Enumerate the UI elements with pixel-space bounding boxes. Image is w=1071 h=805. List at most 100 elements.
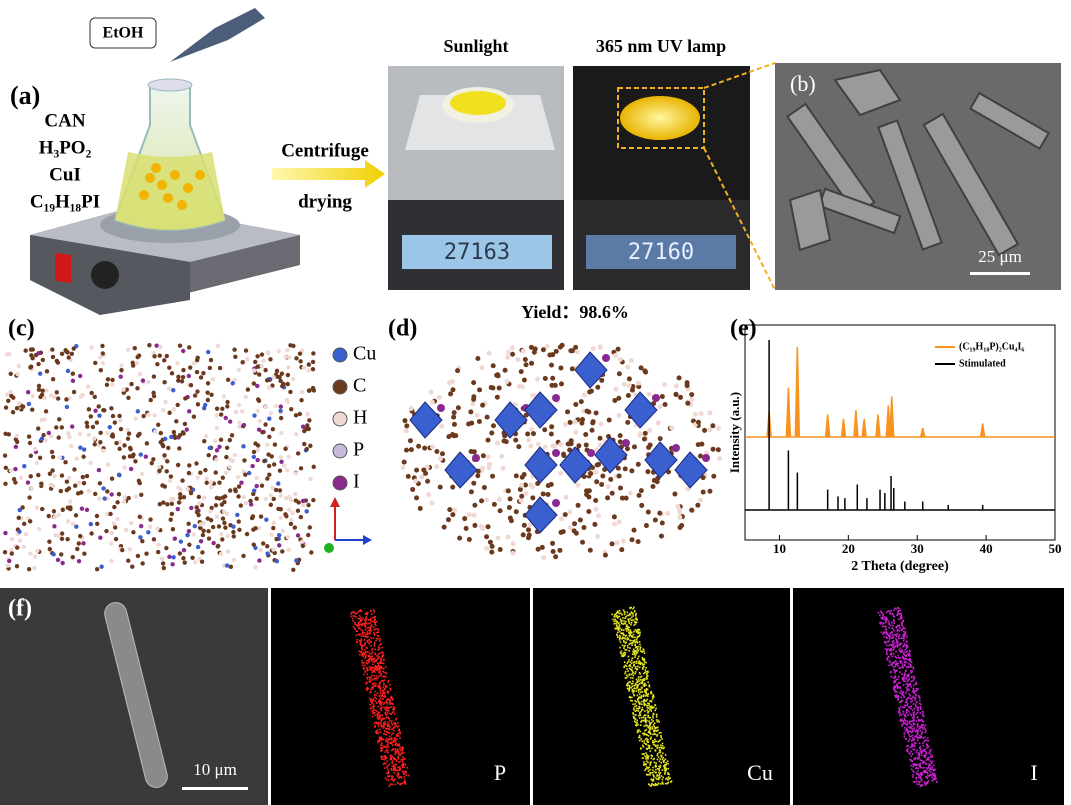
- eds-dot: [625, 665, 628, 667]
- atom: [702, 427, 708, 433]
- eds-dot: [884, 632, 886, 634]
- eds-dot: [379, 728, 381, 731]
- eds-dot: [621, 654, 624, 656]
- eds-dot: [379, 697, 382, 699]
- atom: [231, 524, 236, 529]
- eds-dot: [918, 727, 920, 730]
- atom: [208, 509, 213, 514]
- eds-dot: [388, 735, 391, 738]
- atom: [4, 392, 10, 397]
- eds-dot: [638, 706, 641, 709]
- eds-dot: [376, 667, 379, 670]
- atom: [13, 444, 19, 449]
- eds-dot: [646, 734, 648, 736]
- atom: [195, 402, 201, 407]
- eds-dot: [361, 646, 363, 649]
- atom: [236, 519, 241, 524]
- eds-dot: [635, 705, 638, 707]
- atom: [75, 546, 80, 552]
- atom: [104, 528, 109, 534]
- eds-dot: [384, 695, 387, 698]
- atom: [635, 380, 641, 386]
- eds-dot: [915, 693, 917, 696]
- eds-dot: [633, 707, 635, 710]
- eds-dot: [667, 782, 669, 784]
- eds-dot: [384, 758, 386, 761]
- atom: [157, 353, 162, 358]
- atom: [506, 505, 512, 511]
- eds-dot: [917, 709, 920, 712]
- eds-dot: [901, 663, 904, 665]
- eds-dot: [369, 668, 372, 671]
- eds-dot: [359, 618, 362, 621]
- atom: [214, 413, 220, 418]
- eds-dot: [391, 720, 393, 722]
- eds-dot: [620, 650, 623, 653]
- eds-dot: [919, 747, 922, 750]
- eds-dot: [648, 704, 650, 707]
- eds-dot: [914, 697, 917, 699]
- eds-dot: [649, 761, 652, 764]
- eds-dot: [928, 745, 930, 748]
- eds-dot: [370, 644, 373, 647]
- eds-dot: [638, 693, 641, 696]
- eds-dot: [621, 613, 624, 616]
- eds-dot: [909, 730, 911, 733]
- eds-dot: [632, 682, 634, 685]
- atom: [36, 351, 41, 356]
- eds-dot: [382, 670, 384, 673]
- eds-dot: [928, 774, 931, 777]
- eds-dot: [383, 658, 385, 661]
- eds-dot: [650, 705, 653, 708]
- eds-dot: [364, 621, 367, 624]
- atom: [305, 412, 310, 417]
- atom: [548, 431, 554, 437]
- atom: [562, 512, 568, 518]
- atom: [177, 492, 183, 497]
- atom: [254, 496, 259, 501]
- eds-dot: [390, 713, 393, 715]
- atom: [479, 465, 485, 471]
- eds-dot: [664, 758, 667, 761]
- eds-dot: [915, 701, 918, 703]
- atom: [309, 550, 314, 555]
- eds-dot: [900, 615, 903, 618]
- eds-dot: [920, 703, 922, 706]
- eds-dot: [621, 619, 623, 622]
- atom: [508, 518, 514, 524]
- eds-dot: [397, 752, 399, 755]
- atom: [530, 431, 536, 437]
- eds-dot: [901, 678, 904, 681]
- eds-dot: [622, 629, 625, 632]
- atom: [280, 528, 286, 534]
- eds-dot: [880, 610, 882, 613]
- eds-dot: [891, 643, 893, 646]
- eds-dot: [378, 740, 381, 742]
- atom: [68, 499, 73, 504]
- eds-dot: [895, 694, 898, 697]
- eds-dot: [390, 754, 392, 757]
- eds-dot: [641, 740, 643, 743]
- eds-dot: [897, 656, 900, 659]
- eds-dot: [635, 650, 638, 653]
- eds-dot: [372, 678, 375, 681]
- eds-dot: [662, 747, 665, 750]
- eds-dot: [905, 655, 907, 658]
- eds-dot: [379, 695, 381, 697]
- panel-label: (c): [8, 316, 35, 342]
- eds-dot: [633, 606, 635, 609]
- eds-dot: [365, 613, 368, 616]
- eds-dot: [370, 652, 373, 655]
- eds-dot: [905, 701, 907, 703]
- eds-dot: [380, 701, 382, 704]
- atom: [11, 395, 16, 400]
- atom: [504, 379, 510, 385]
- eds-dot: [373, 616, 375, 619]
- diffraction-peak: [920, 427, 926, 438]
- eds-dot: [897, 635, 900, 638]
- eds-dot: [661, 742, 664, 745]
- eds-dot: [652, 783, 655, 786]
- eds-dot: [912, 717, 915, 719]
- eds-dot: [646, 740, 649, 742]
- eds-dot: [661, 781, 664, 784]
